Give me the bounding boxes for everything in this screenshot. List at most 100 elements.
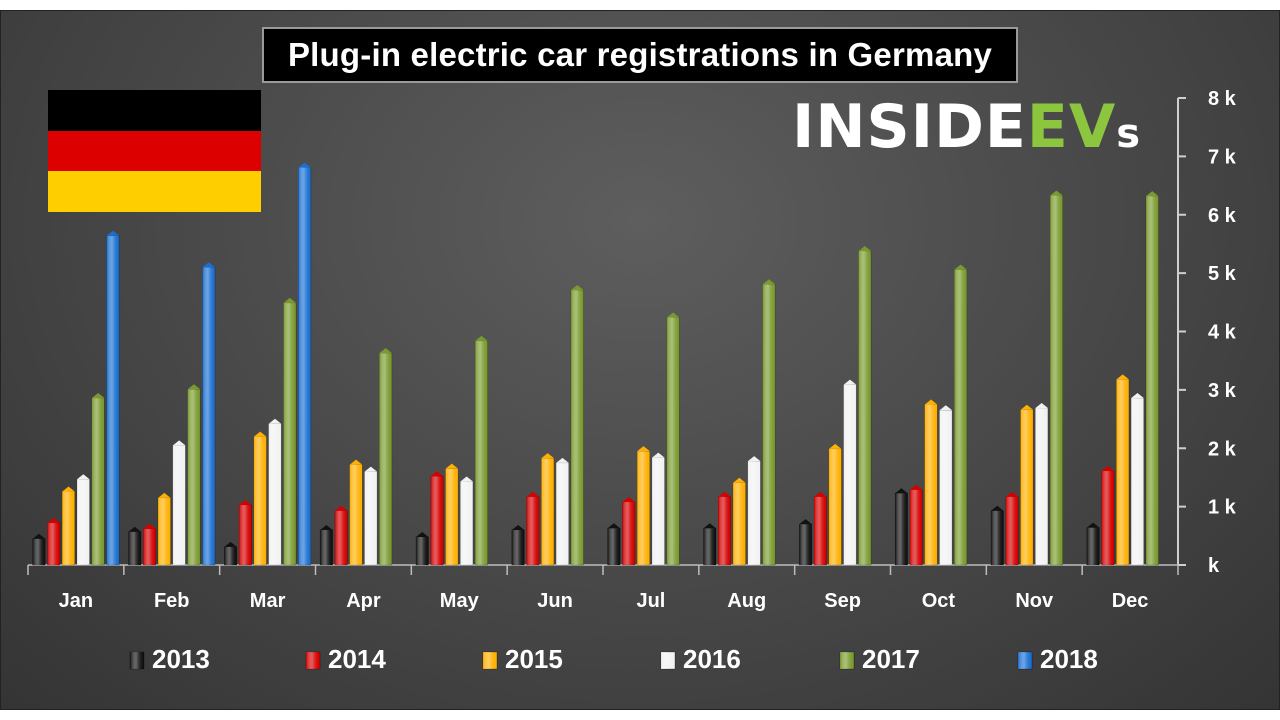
bar-highlight <box>416 536 429 565</box>
bar-highlight <box>799 524 812 565</box>
bar-highlight <box>1020 409 1034 565</box>
legend-label-2014: 2014 <box>328 644 386 674</box>
bar-cap <box>268 418 282 424</box>
bar-cap <box>349 459 363 465</box>
bar-highlight <box>1035 407 1048 565</box>
x-tick-label: Jun <box>537 590 573 612</box>
bar-highlight <box>526 496 540 565</box>
bar-cap <box>814 491 827 497</box>
bar-highlight <box>718 496 731 565</box>
bar-cap <box>224 541 237 547</box>
bar-highlight <box>445 468 459 565</box>
bar-cap <box>703 523 716 529</box>
bar-cap <box>909 484 923 490</box>
bar-highlight <box>858 250 872 565</box>
legend: 2013 2014 2015 2016 2017 2018 <box>129 644 1098 674</box>
bar-cap <box>334 505 348 511</box>
bar-cap <box>1101 466 1115 472</box>
bar-cap <box>1050 190 1063 196</box>
legend-label-2018: 2018 <box>1040 644 1098 674</box>
bar-highlight <box>924 404 938 565</box>
bar-cap <box>460 476 473 482</box>
bar-cap <box>320 524 333 530</box>
bar-cap <box>991 505 1004 511</box>
bar-cap <box>607 523 621 529</box>
bar-highlight <box>652 457 665 565</box>
germany-flag-image <box>48 90 261 213</box>
y-tick-label: 2 k <box>1208 438 1237 460</box>
bar-highlight <box>128 531 141 565</box>
y-tick-label: 5 k <box>1208 263 1237 285</box>
bar-cap <box>1131 393 1144 399</box>
y-axis: k 1 k 2 k 3 k 4 k 5 k 6 k 7 k 8 k <box>27 88 1237 577</box>
bar-highlight <box>91 398 105 565</box>
bar-cap <box>32 533 46 539</box>
bar-highlight <box>349 464 363 565</box>
bar-cap <box>106 230 120 236</box>
chart-title: Plug-in electric car registrations in Ge… <box>262 27 1018 83</box>
bar-highlight <box>187 389 201 565</box>
bar-cap <box>622 496 635 502</box>
legend-swatch-highlight <box>130 652 144 669</box>
bar-cap <box>718 491 731 497</box>
bar-highlight <box>1101 471 1115 565</box>
y-tick-label: 6 k <box>1208 205 1237 227</box>
bar-highlight <box>106 235 120 565</box>
bar-cap <box>128 526 141 532</box>
bar-cap <box>62 486 75 492</box>
bar-cap <box>1035 402 1048 408</box>
x-tick-label: Aug <box>727 590 766 612</box>
bar-highlight <box>895 493 908 565</box>
bar-highlight <box>1005 496 1019 565</box>
bar-highlight <box>622 501 635 565</box>
x-tick-label: Mar <box>250 590 286 612</box>
bar-cap <box>843 379 857 385</box>
bar-highlight <box>954 269 967 565</box>
bar-highlight <box>475 340 488 565</box>
logo-accent-text: EV <box>1026 92 1117 162</box>
x-axis-labels: Jan Feb Mar Apr May Jun Jul Aug Sep Oct Nov Dec <box>59 590 1149 612</box>
legend-swatch-highlight <box>1018 652 1032 669</box>
y-tick-label: 8 k <box>1208 88 1237 110</box>
bar-highlight <box>460 481 473 565</box>
x-tick-label: May <box>440 590 480 612</box>
bar-cap <box>541 453 554 459</box>
logo-main-text: INSIDE <box>792 92 1027 162</box>
y-tick-label: 7 k <box>1208 146 1237 168</box>
bar-cap <box>1086 522 1100 528</box>
flag-stripe-gold <box>48 171 261 213</box>
bar-cap <box>283 297 297 303</box>
bar-highlight <box>268 423 282 565</box>
x-tick-label: Nov <box>1015 590 1054 612</box>
bar-highlight <box>1146 196 1159 565</box>
x-tick-label: Sep <box>824 590 861 612</box>
bar-highlight <box>666 317 680 565</box>
bar-cap <box>379 348 392 354</box>
bar-highlight <box>703 528 716 565</box>
x-tick-label: Feb <box>154 590 190 612</box>
flag-stripe-black <box>48 90 261 131</box>
legend-swatch-highlight <box>840 652 854 669</box>
bar-highlight <box>239 504 252 565</box>
logo-tail-text: s <box>1116 111 1142 157</box>
bar-highlight <box>62 491 75 565</box>
insideevs-logo: INSIDEEVs <box>792 92 1141 162</box>
bar-highlight <box>607 528 621 565</box>
bar-highlight <box>379 353 392 565</box>
bar-highlight <box>172 445 186 565</box>
bar-cap <box>77 474 90 480</box>
legend-label-2015: 2015 <box>505 644 563 674</box>
bar-highlight <box>1050 195 1063 565</box>
bar-highlight <box>430 476 444 565</box>
bar-cap <box>143 523 156 529</box>
bar-highlight <box>828 448 842 565</box>
bar-cap <box>666 312 680 318</box>
bar-highlight <box>77 479 90 565</box>
bar-cap <box>1005 491 1019 497</box>
bar-cap <box>416 531 429 537</box>
bar-cap <box>556 457 569 463</box>
bar-cap <box>733 477 746 483</box>
bar-highlight <box>637 451 650 565</box>
bar-highlight <box>747 461 761 565</box>
bar-highlight <box>733 482 746 565</box>
